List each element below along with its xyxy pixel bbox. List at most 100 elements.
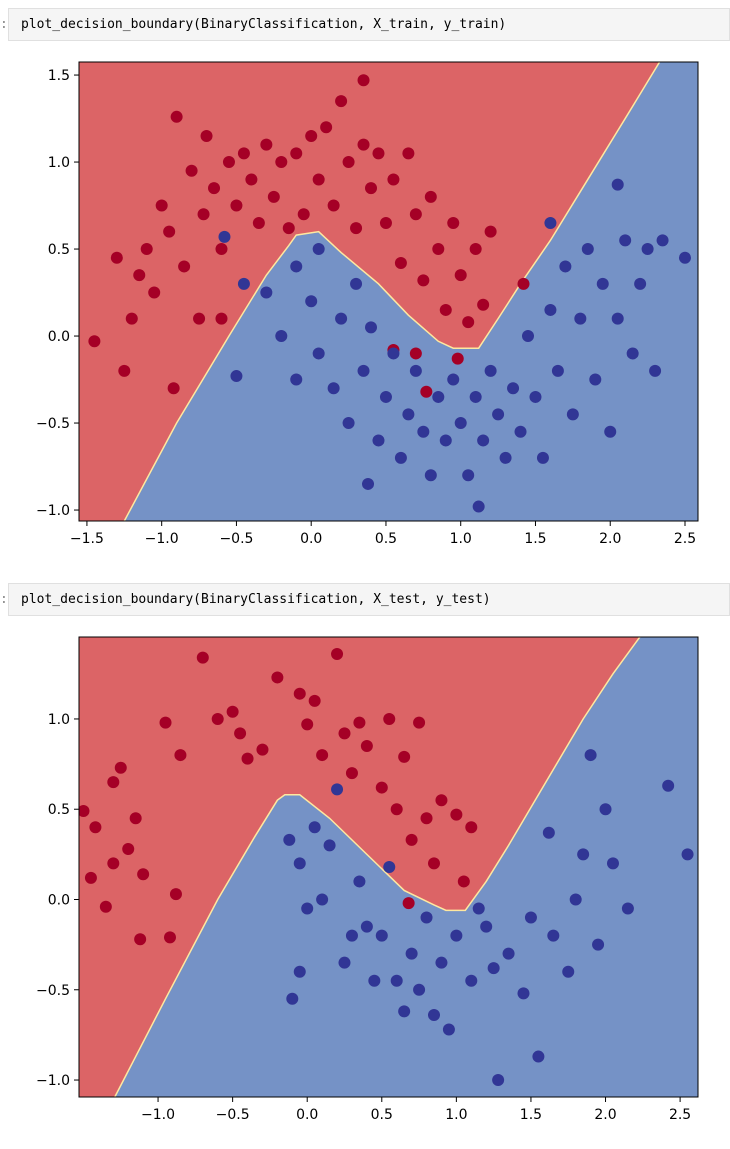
data-point-class-0 — [413, 716, 426, 729]
data-point-class-0 — [88, 335, 101, 348]
data-point-class-0 — [469, 243, 482, 256]
data-point-class-1 — [398, 1005, 411, 1018]
data-point-class-0 — [193, 312, 206, 325]
data-point-class-1 — [365, 321, 378, 334]
data-point-class-1 — [492, 408, 505, 421]
data-point-class-1 — [305, 295, 318, 308]
data-point-class-0 — [234, 727, 247, 740]
data-point-class-1 — [439, 434, 452, 447]
data-point-class-1 — [678, 251, 691, 264]
data-point-class-0 — [163, 931, 176, 944]
y-tick-label: −1.0 — [36, 503, 70, 519]
code-cell-test[interactable]: plot_decision_boundary(BinaryClassificat… — [8, 583, 730, 616]
data-point-class-0 — [409, 208, 422, 221]
region-class-0 — [79, 637, 640, 1097]
data-point-class-0 — [230, 199, 243, 212]
data-point-class-0 — [196, 651, 209, 664]
data-point-class-0 — [484, 225, 497, 238]
data-point-class-0 — [477, 298, 490, 311]
data-point-class-1 — [492, 1074, 505, 1087]
data-point-class-0 — [417, 274, 430, 287]
code-cell-train[interactable]: plot_decision_boundary(BinaryClassificat… — [8, 8, 730, 41]
data-point-class-1 — [551, 364, 564, 377]
data-point-class-0 — [84, 871, 97, 884]
x-tick-label: 2.5 — [669, 1107, 691, 1123]
code-text: plot_decision_boundary(BinaryClassificat… — [21, 592, 491, 607]
data-point-class-0 — [200, 129, 213, 142]
data-point-class-1 — [487, 962, 500, 975]
decision-boundary-line — [123, 62, 661, 521]
data-point-class-0 — [390, 803, 403, 816]
data-point-class-0 — [454, 269, 467, 282]
data-point-class-1 — [547, 929, 560, 942]
data-point-class-1 — [502, 947, 515, 960]
data-point-class-1 — [499, 451, 512, 464]
data-point-class-0 — [331, 647, 344, 660]
data-point-class-0 — [134, 933, 147, 946]
x-tick-label: 0.5 — [371, 1107, 393, 1123]
data-point-class-0 — [137, 868, 150, 881]
data-point-class-1 — [581, 243, 594, 256]
data-point-class-0 — [357, 138, 370, 151]
data-point-class-0 — [427, 857, 440, 870]
y-tick-label: 0.5 — [48, 802, 70, 818]
data-point-class-0 — [398, 750, 411, 763]
x-tick-label: −1.0 — [145, 531, 179, 547]
data-point-class-1 — [290, 373, 303, 386]
data-point-class-0 — [215, 312, 228, 325]
data-point-class-0 — [118, 364, 131, 377]
data-point-class-0 — [383, 712, 396, 725]
data-point-class-1 — [413, 983, 426, 996]
x-tick-label: −1.0 — [141, 1107, 175, 1123]
data-point-class-1 — [237, 277, 250, 290]
x-tick-label: 2.0 — [599, 531, 621, 547]
data-point-class-1 — [293, 857, 306, 870]
data-point-class-0 — [301, 718, 314, 731]
data-point-class-1 — [524, 911, 537, 924]
data-point-class-1 — [405, 947, 418, 960]
data-point-class-1 — [662, 779, 675, 792]
data-point-class-1 — [402, 408, 415, 421]
data-point-class-0 — [465, 821, 478, 834]
data-point-class-0 — [462, 316, 475, 329]
y-tick-label: 1.0 — [48, 155, 70, 171]
data-point-class-0 — [316, 749, 329, 762]
data-point-class-0 — [122, 842, 135, 855]
data-point-class-1 — [331, 783, 344, 796]
data-point-class-0 — [252, 216, 265, 229]
data-point-class-0 — [335, 95, 348, 108]
x-tick-label: 1.0 — [445, 1107, 467, 1123]
region-class-0 — [79, 62, 660, 521]
chart-svg: −1.0 −0.5 0.0 0.5 1.0 1.5 2.0 2.5 −1.0 −0.5 0.0 0.5… — [36, 636, 699, 1123]
data-point-class-0 — [379, 216, 392, 229]
data-point-class-1 — [604, 425, 617, 438]
x-tick-label: −0.5 — [219, 531, 253, 547]
data-point-class-0 — [245, 173, 258, 186]
data-point-class-0 — [424, 190, 437, 203]
data-point-class-1 — [619, 234, 632, 247]
data-point-class-1 — [350, 277, 363, 290]
data-point-class-1 — [435, 956, 448, 969]
data-point-class-0 — [432, 243, 445, 256]
data-point-class-0 — [226, 705, 239, 718]
data-point-class-0 — [110, 251, 123, 264]
data-point-class-1 — [532, 1050, 545, 1063]
data-point-class-1 — [472, 500, 485, 513]
data-point-class-1 — [507, 382, 520, 395]
x-tick-label: −0.5 — [216, 1107, 250, 1123]
data-point-class-1 — [589, 373, 602, 386]
data-point-class-1 — [517, 987, 530, 1000]
data-point-class-1 — [312, 243, 325, 256]
data-point-class-1 — [290, 260, 303, 273]
data-point-class-1 — [218, 230, 231, 243]
data-point-class-0 — [365, 182, 378, 195]
data-point-class-0 — [260, 138, 273, 151]
data-point-class-0 — [420, 812, 433, 825]
data-point-class-0 — [305, 129, 318, 142]
data-point-class-0 — [327, 199, 340, 212]
data-point-class-1 — [566, 408, 579, 421]
data-point-class-1 — [544, 216, 557, 229]
data-point-class-0 — [345, 767, 358, 780]
data-point-class-1 — [656, 234, 669, 247]
data-point-class-1 — [283, 833, 296, 846]
